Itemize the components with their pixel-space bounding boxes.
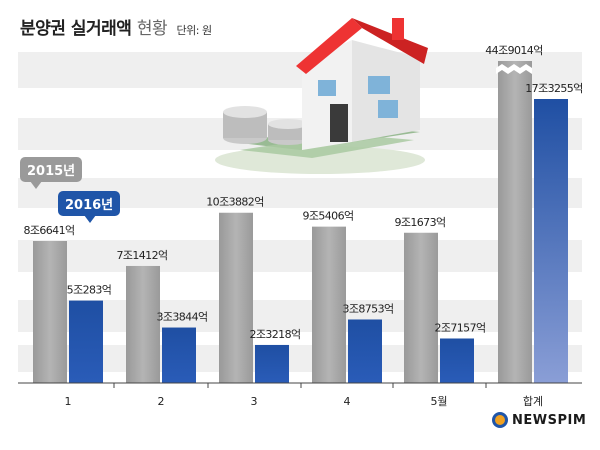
bar-2015-3 — [219, 212, 253, 383]
title-unit: 단위: 원 — [176, 24, 213, 37]
bar-2016-합계 — [534, 99, 568, 383]
x-tick-label-4: 4 — [344, 395, 351, 408]
data-label-2016-4: 3조8753억 — [342, 302, 393, 315]
title-sub: 현황 — [136, 19, 168, 39]
legend-badge-2016: 2016년 — [58, 191, 121, 216]
data-label-2015-2: 7조1412억 — [116, 249, 167, 262]
chart-title: 분양권 실거래액 현황 단위: 원 — [20, 14, 212, 39]
axis-break-mark — [496, 64, 532, 74]
data-label-2015-1: 8조6641억 — [23, 224, 74, 237]
data-label-2015-합계: 44조9014억 — [485, 44, 542, 57]
newspim-logo-icon — [492, 412, 508, 428]
background-stripe-0 — [18, 52, 582, 88]
bar-2015-2 — [126, 265, 160, 383]
x-tick-label-1: 1 — [65, 395, 72, 408]
data-label-2016-5월: 2조7157억 — [434, 321, 485, 334]
background-stripe-3 — [18, 240, 582, 272]
data-label-2015-3: 10조3882억 — [206, 196, 263, 209]
x-tick-label-5월: 5월 — [430, 395, 447, 408]
data-label-2016-3: 2조3218억 — [249, 328, 300, 341]
legend-badge-2016-pointer — [84, 215, 96, 223]
title-main: 분양권 실거래액 — [20, 19, 132, 39]
x-tick-label-3: 3 — [251, 395, 258, 408]
bar-2016-2 — [162, 327, 196, 383]
bar-2016-1 — [69, 300, 103, 383]
house-illustration — [215, 18, 428, 174]
background-stripe-5 — [18, 345, 582, 372]
bar-2015-1 — [33, 241, 67, 383]
bar-2015-5월 — [404, 232, 438, 383]
data-label-2016-2: 3조3844억 — [156, 311, 207, 324]
data-label-2015-4: 9조5406억 — [302, 210, 353, 223]
bar-2016-5월 — [440, 338, 474, 383]
x-tick-label-2: 2 — [158, 395, 165, 408]
legend-badge-2015-pointer — [30, 181, 42, 189]
x-tick-label-합계: 합계 — [523, 395, 543, 408]
newspim-logo: NEWSPIM — [492, 412, 586, 428]
bar-2015-합계 — [498, 61, 532, 383]
data-label-2015-5월: 9조1673억 — [394, 216, 445, 229]
bar-2015-4 — [312, 226, 346, 383]
data-label-2016-1: 5조283억 — [67, 284, 112, 297]
data-label-2016-합계: 17조3255억 — [525, 82, 582, 95]
legend-badge-2015: 2015년 — [20, 157, 83, 182]
bar-2016-3 — [255, 344, 289, 383]
background-stripe-4 — [18, 300, 582, 332]
bar-2016-4 — [348, 319, 382, 383]
newspim-logo-text: NEWSPIM — [512, 412, 587, 428]
